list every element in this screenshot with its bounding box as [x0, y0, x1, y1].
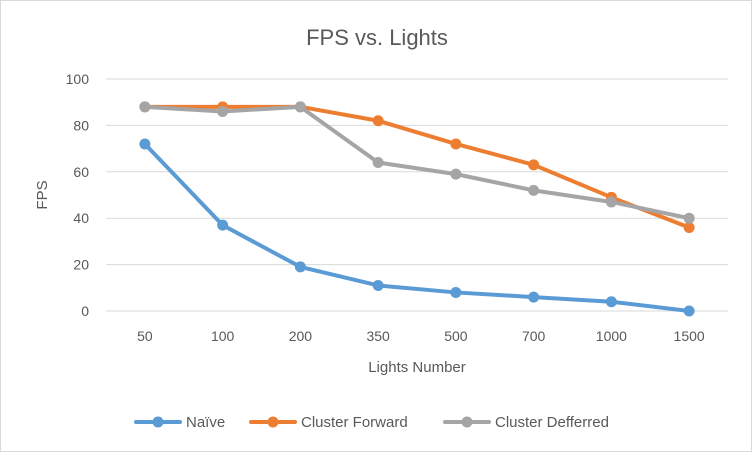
x-tick-label: 50	[137, 328, 153, 344]
legend-label: Cluster Defferred	[495, 414, 609, 431]
data-point	[372, 157, 384, 169]
data-point	[528, 159, 540, 171]
series-line	[142, 104, 692, 221]
y-tick-label: 40	[73, 210, 89, 226]
data-point	[372, 279, 384, 291]
y-axis-ticks: 0 20 40 60 80 100	[66, 71, 90, 319]
x-axis-ticks: 50 100 200 350 500 700 1000 1500	[137, 328, 705, 344]
series-line	[142, 104, 692, 230]
data-point	[372, 115, 384, 127]
data-point	[217, 219, 229, 231]
data-point	[528, 184, 540, 196]
x-tick-label: 1000	[596, 328, 627, 344]
data-point	[139, 101, 151, 113]
y-axis-title: FPS	[34, 180, 51, 209]
data-point	[294, 101, 306, 113]
data-point	[683, 221, 695, 233]
series-2	[139, 101, 695, 224]
data-point	[450, 286, 462, 298]
x-tick-label: 500	[444, 328, 468, 344]
y-tick-label: 80	[73, 117, 89, 133]
y-tick-label: 60	[73, 164, 89, 180]
x-tick-label: 700	[522, 328, 546, 344]
data-point	[450, 168, 462, 180]
x-tick-label: 1500	[674, 328, 705, 344]
legend-item: Naïve	[134, 414, 225, 431]
data-point	[605, 196, 617, 208]
data-point	[450, 138, 462, 150]
legend-label: Naïve	[186, 414, 225, 431]
x-tick-label: 200	[289, 328, 313, 344]
y-tick-label: 0	[81, 303, 89, 319]
legend-item: Cluster Defferred	[443, 414, 609, 431]
legend-marker	[461, 416, 473, 428]
x-tick-label: 100	[211, 328, 235, 344]
legend: Naïve Cluster Forward Cluster Defferred	[134, 414, 609, 431]
data-point	[294, 261, 306, 273]
gridlines	[106, 78, 728, 312]
data-point	[139, 138, 151, 150]
series-0	[139, 138, 695, 317]
series-group	[139, 101, 695, 317]
legend-marker	[152, 416, 164, 428]
x-tick-label: 350	[366, 328, 390, 344]
legend-label: Cluster Forward	[301, 414, 408, 431]
data-point	[605, 296, 617, 308]
y-tick-label: 20	[73, 257, 89, 273]
y-tick-label: 100	[66, 71, 90, 87]
data-point	[217, 105, 229, 117]
legend-item: Cluster Forward	[249, 414, 408, 431]
x-axis-title: Lights Number	[368, 359, 466, 376]
data-point	[683, 212, 695, 224]
data-point	[528, 291, 540, 303]
data-point	[683, 305, 695, 317]
series-line	[142, 141, 692, 313]
legend-marker	[267, 416, 279, 428]
chart-title: FPS vs. Lights	[306, 25, 448, 50]
